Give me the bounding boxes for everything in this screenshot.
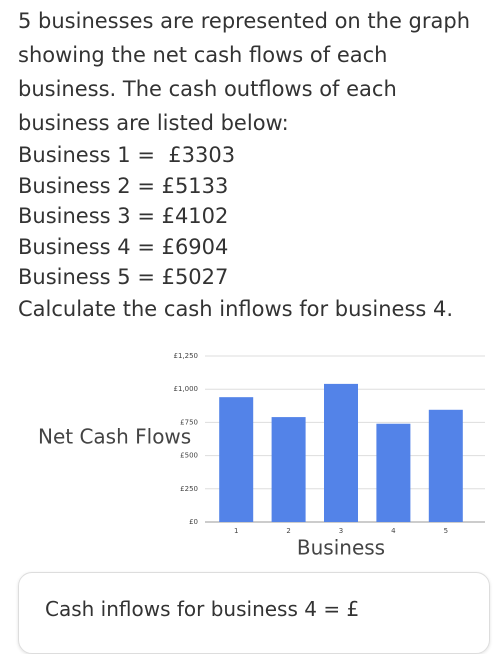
x-tick-label: 1 [234, 527, 238, 535]
bar [376, 423, 411, 522]
bar [219, 397, 254, 522]
question: 5 businesses are represented on the grap… [18, 0, 488, 325]
chart: Net Cash Flows Business £0 £250 £500 £750 £1… [38, 352, 485, 560]
bar [324, 383, 358, 522]
items: Business 1 = £3303 Business 2 = £5133 Busi… [18, 140, 488, 293]
answer-prompt: Cash inflows for business 4 = £ [45, 597, 360, 621]
x-tick-label: 5 [444, 527, 448, 535]
item: Business 1 = £3303 [18, 143, 236, 167]
item: Business 4 = £6904 [18, 234, 229, 259]
item: Business 5 = £5027 [18, 265, 229, 289]
y-tick-label: £1,250 [174, 352, 199, 360]
x-tick-label: 2 [286, 527, 290, 535]
page: 5 businesses are represented on the grap… [18, 0, 490, 654]
item: Business 3 = £4102 [18, 204, 229, 228]
x-tick-label: 3 [339, 527, 343, 535]
y-tick-label: £250 [180, 485, 198, 493]
x-axis-label: Business [297, 536, 385, 560]
answer-input[interactable]: Cash inflows for business 4 = £ [18, 572, 490, 654]
y-tick-label: £0 [189, 518, 198, 526]
intro: 5 businesses are represented on the grap… [18, 9, 471, 135]
item: Business 2 = £5133 [18, 173, 229, 198]
bar [271, 417, 306, 522]
task: Calculate the cash inflows for business … [18, 296, 454, 321]
y-tick-label: £500 [180, 452, 198, 460]
x-tick-label: 4 [391, 527, 396, 535]
y-tick-label: £750 [180, 418, 198, 426]
y-tick-label: £1,000 [174, 385, 199, 393]
bar [428, 409, 463, 522]
y-axis-label: Net Cash Flows [38, 425, 191, 449]
